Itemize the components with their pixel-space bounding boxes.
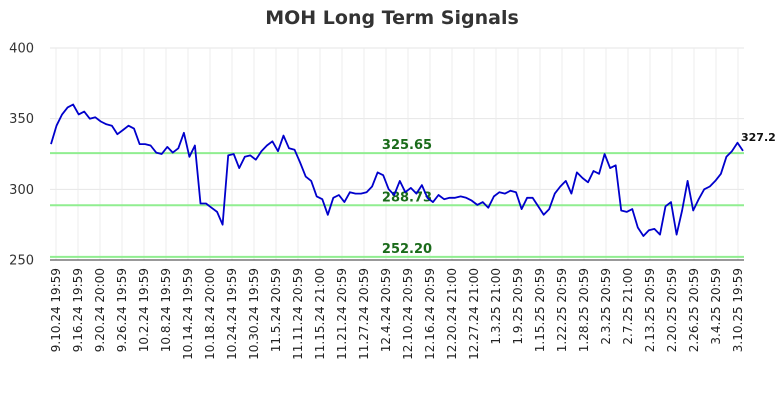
x-tick-label: 10.18.24 20:00 [203, 268, 217, 360]
price-line [50, 103, 744, 237]
x-tick-label: 3.4.25 20:59 [709, 268, 723, 345]
x-tick-label: 10.2.24 19:59 [137, 268, 151, 352]
price-series [50, 103, 744, 237]
y-tick-label: 300 [9, 183, 34, 198]
x-tick-label: 2.3.25 20:59 [599, 268, 613, 345]
x-tick-label: 1.9.25 20:59 [511, 268, 525, 345]
x-tick-label: 12.4.24 20:59 [379, 268, 393, 352]
x-tick-label: 11.5.24 20:59 [269, 268, 283, 352]
x-tick-label: 12.27.24 21:00 [467, 268, 481, 360]
x-tick-label: 10.30.24 19:59 [247, 268, 261, 360]
x-tick-label: 3.10.25 19:59 [731, 268, 745, 352]
x-tick-label: 9.26.24 19:59 [115, 268, 129, 352]
x-tick-label: 1.15.25 20:59 [533, 268, 547, 352]
x-axis: 9.10.24 19:59 9.16.24 19:59 9.20.24 20:00 9… [49, 268, 745, 360]
x-tick-label: 12.20.24 21:00 [445, 268, 459, 360]
x-tick-label: 2.7.25 21:00 [621, 268, 635, 345]
x-tick-label: 2.13.25 20:59 [643, 268, 657, 352]
chart-title: MOH Long Term Signals [265, 7, 519, 29]
last-value-label: 327.2 [741, 131, 776, 144]
x-tick-label: 9.20.24 20:00 [93, 268, 107, 352]
x-tick-label: 11.11.24 20:59 [291, 268, 305, 360]
level-label: 252.20 [382, 242, 432, 257]
x-tick-label: 1.22.25 20:59 [555, 268, 569, 352]
x-tick-label: 9.10.24 19:59 [49, 268, 63, 352]
x-tick-label: 1.3.25 21:00 [489, 268, 503, 345]
y-axis: 250 300 350 400 [9, 42, 34, 269]
x-tick-label: 1.28.25 20:59 [577, 268, 591, 352]
x-tick-label: 9.16.24 19:59 [71, 268, 85, 352]
y-tick-label: 250 [9, 254, 34, 269]
x-tick-label: 2.26.25 20:59 [687, 268, 701, 352]
y-tick-label: 350 [9, 112, 34, 127]
x-tick-label: 12.16.24 20:59 [423, 268, 437, 360]
x-tick-label: 11.27.24 20:59 [357, 268, 371, 360]
x-tick-label: 12.10.24 20:59 [401, 268, 415, 360]
x-tick-label: 10.24.24 19:59 [225, 268, 239, 360]
x-tick-label: 2.20.25 20:59 [665, 268, 679, 352]
y-tick-label: 400 [9, 42, 34, 57]
value-labels: 327.2 [741, 131, 776, 144]
x-tick-label: 11.21.24 20:59 [335, 268, 349, 360]
x-tick-label: 10.8.24 19:59 [159, 268, 173, 352]
level-label: 325.65 [382, 138, 432, 153]
x-tick-label: 10.14.24 19:59 [181, 268, 195, 360]
x-tick-label: 11.15.24 21:00 [313, 268, 327, 360]
